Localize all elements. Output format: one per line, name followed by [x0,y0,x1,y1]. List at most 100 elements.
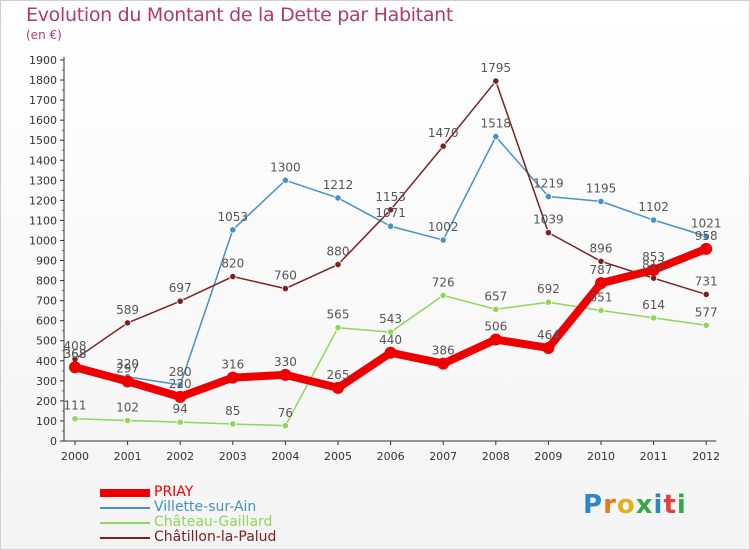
data-label: 1102 [638,200,669,214]
data-label: 386 [432,344,455,358]
data-label: 1021 [691,216,722,230]
y-tick-label: 300 [36,375,57,388]
x-tick-label: 2003 [219,450,247,463]
data-label: 265 [327,368,350,382]
data-point [334,194,342,202]
data-label: 1153 [375,190,406,204]
data-label: 820 [221,257,244,271]
x-tick-label: 2012 [692,450,720,463]
data-label: 368 [64,347,87,361]
x-tick-label: 2009 [534,450,562,463]
data-point [597,257,605,265]
data-label: 85 [225,404,240,418]
data-point [542,341,555,354]
data-label: 577 [695,305,718,319]
x-tick-label: 2002 [166,450,194,463]
data-label: 368 [64,347,87,361]
data-point [124,416,132,425]
data-label: 1002 [428,220,459,234]
y-tick-label: 1500 [29,134,57,147]
x-tick-label: 2005 [324,450,352,463]
legend-label: Villette-sur-Ain [154,499,257,515]
x-tick-label: 2006 [377,450,405,463]
x-tick-label: 2000 [61,450,89,463]
y-tick-label: 1600 [29,114,57,127]
data-point [649,314,658,322]
legend-item: Villette-sur-Ain [100,500,276,515]
data-point [176,297,184,305]
data-point [386,206,395,214]
data-label: 697 [169,281,192,295]
y-tick-label: 500 [36,335,57,348]
data-point [702,321,710,329]
data-label: 812 [642,258,665,272]
data-label: 1518 [481,117,512,131]
legend-item: PRIAY [100,485,276,500]
data-point [647,263,660,276]
data-label: 543 [379,312,402,326]
legend: PRIAY Villette-sur-Ain Château-Gaillard Châ… [100,485,276,545]
legend-swatch [100,506,150,509]
legend-label: Château-Gaillard [154,514,273,530]
y-tick-label: 200 [36,395,57,408]
data-point [649,216,658,224]
y-tick-label: 100 [36,415,57,428]
data-point [544,192,553,201]
data-point [281,176,289,184]
data-point [544,229,553,237]
logo-letter: i [676,490,687,520]
data-label: 1300 [270,160,301,174]
data-point [544,298,553,306]
y-tick-label: 1900 [29,54,57,67]
data-point [386,328,395,336]
y-tick-label: 1100 [29,214,57,227]
y-tick-label: 1700 [29,94,57,107]
data-point [176,418,184,426]
legend-item: Châtillon-la-Palud [100,530,276,545]
data-label: 787 [590,263,613,277]
logo-letter: x [635,490,654,520]
data-label: 565 [327,308,350,322]
data-point [229,272,237,281]
data-point [229,420,237,428]
x-tick-label: 2008 [482,450,510,463]
data-label: 726 [432,275,455,289]
legend-swatch [100,536,150,539]
data-point [492,133,500,141]
y-tick-label: 700 [36,295,57,308]
data-point [702,290,710,299]
data-label: 464 [537,328,560,342]
data-label: 1212 [323,178,354,192]
legend-label: Châtillon-la-Palud [154,529,277,545]
data-label: 651 [590,290,613,304]
data-point [69,361,81,374]
data-label: 589 [116,303,139,317]
data-point [226,371,239,384]
logo-letter: P [583,490,604,520]
data-label: 76 [278,406,293,420]
y-tick-label: 1400 [29,154,57,167]
chart-subtitle: (en €) [26,28,62,42]
data-label: 111 [64,399,87,413]
data-label: 958 [695,229,718,243]
logo-letter: t [663,490,677,520]
logo-letter: o [616,490,636,520]
data-point [492,77,500,85]
legend-swatch [100,488,150,497]
legend-item: Château-Gaillard [100,515,276,530]
data-point [597,197,605,205]
data-label: 880 [327,245,350,259]
logo-letter: i [653,490,664,520]
data-point [384,346,397,359]
data-point [332,381,344,394]
data-point [702,232,710,240]
data-label: 896 [590,241,613,255]
x-tick-label: 2011 [640,450,668,463]
x-tick-label: 2010 [587,450,615,463]
data-point [334,324,342,332]
data-label: 220 [169,377,192,391]
data-point [439,236,447,244]
y-tick-label: 1000 [29,234,57,247]
data-point [489,333,502,346]
